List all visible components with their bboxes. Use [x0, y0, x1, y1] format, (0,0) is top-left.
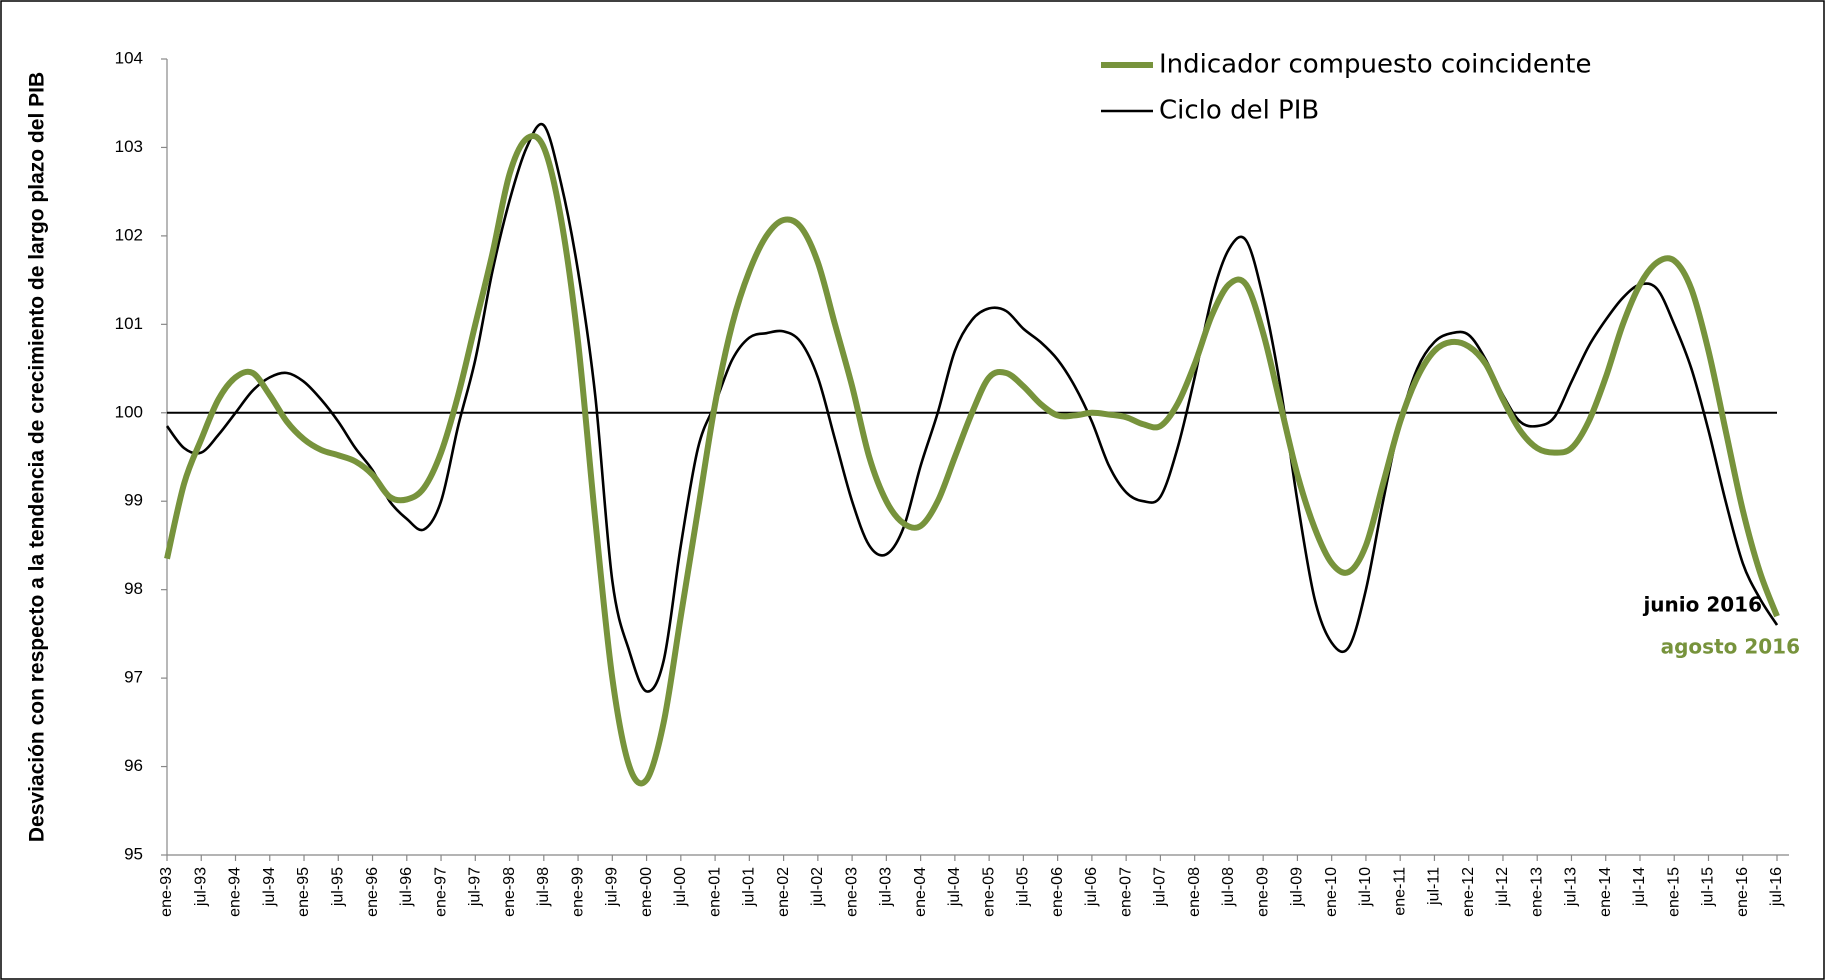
- x-tick-label: ene-14: [1597, 867, 1614, 917]
- y-tick-label: 103: [115, 137, 143, 156]
- x-tick-label: jul-12: [1494, 867, 1511, 907]
- x-tick-label: ene-10: [1323, 867, 1340, 917]
- x-tick-label: jul-10: [1357, 867, 1374, 907]
- x-tick-label: jul-16: [1768, 867, 1785, 907]
- x-tick-label: ene-05: [980, 867, 997, 917]
- x-tick-label: jul-04: [946, 867, 963, 907]
- y-tick-label: 102: [115, 225, 143, 244]
- x-tick-label: ene-04: [912, 867, 929, 917]
- x-tick-label: ene-12: [1460, 867, 1477, 917]
- x-tick-label: jul-06: [1083, 867, 1100, 907]
- x-tick-label: ene-08: [1186, 867, 1203, 917]
- x-tick-label: jul-99: [604, 867, 621, 907]
- x-tick-label: jul-02: [809, 867, 826, 907]
- series-line: [164, 132, 1780, 787]
- y-tick-label: 96: [124, 756, 143, 775]
- x-tick-label: jul-98: [535, 867, 552, 907]
- x-tick-label: ene-96: [364, 867, 381, 917]
- legend-label: Ciclo del PIB: [1159, 96, 1319, 126]
- x-tick-label: ene-07: [1117, 867, 1134, 917]
- x-tick-label: ene-95: [295, 867, 312, 917]
- y-tick-label: 104: [115, 48, 143, 67]
- x-tick-label: jul-93: [192, 867, 209, 907]
- x-tick-label: ene-97: [432, 867, 449, 917]
- x-tick-label: jul-94: [261, 867, 278, 907]
- annotation: agosto 2016: [1661, 635, 1800, 659]
- x-tick-label: jul-00: [672, 867, 689, 907]
- x-tick-label: jul-08: [1220, 867, 1237, 907]
- x-tick-label: ene-11: [1391, 867, 1408, 916]
- x-tick-label: ene-98: [501, 867, 518, 917]
- x-tick-label: jul-05: [1015, 867, 1032, 907]
- x-tick-label: jul-09: [1289, 867, 1306, 907]
- x-tick-label: ene-02: [775, 867, 792, 917]
- legend-label: Indicador compuesto coincidente: [1159, 50, 1591, 80]
- x-tick-label: ene-01: [706, 867, 723, 917]
- x-tick-label: ene-16: [1734, 867, 1751, 917]
- x-tick-label: jul-95: [329, 867, 346, 907]
- y-tick-label: 97: [124, 668, 143, 687]
- x-tick-label: jul-15: [1700, 867, 1717, 907]
- y-tick-label: 95: [124, 844, 143, 863]
- x-tick-label: ene-09: [1254, 867, 1271, 917]
- x-tick-label: ene-93: [158, 867, 175, 917]
- y-tick-label: 100: [115, 402, 143, 421]
- x-tick-label: ene-00: [638, 867, 655, 917]
- x-tick-label: jul-01: [741, 867, 758, 907]
- y-axis-label: Desviación con respecto a la tendencia d…: [26, 72, 49, 842]
- x-tick-label: ene-13: [1528, 867, 1545, 917]
- y-tick-label: 99: [124, 491, 143, 510]
- x-tick-label: jul-14: [1631, 867, 1648, 907]
- x-tick-label: ene-03: [843, 867, 860, 917]
- y-tick-label: 101: [115, 314, 143, 333]
- x-tick-label: jul-03: [878, 867, 895, 907]
- x-tick-label: ene-99: [569, 867, 586, 917]
- x-tick-label: jul-07: [1152, 867, 1169, 907]
- x-tick-label: jul-96: [398, 867, 415, 907]
- x-tick-label: ene-06: [1049, 867, 1066, 917]
- annotation: junio 2016: [1642, 593, 1762, 617]
- x-tick-label: jul-97: [467, 867, 484, 907]
- x-tick-label: ene-15: [1665, 867, 1682, 917]
- x-tick-label: jul-11: [1426, 867, 1443, 906]
- x-tick-label: ene-94: [227, 867, 244, 917]
- x-tick-label: jul-13: [1563, 867, 1580, 907]
- y-tick-label: 98: [124, 579, 143, 598]
